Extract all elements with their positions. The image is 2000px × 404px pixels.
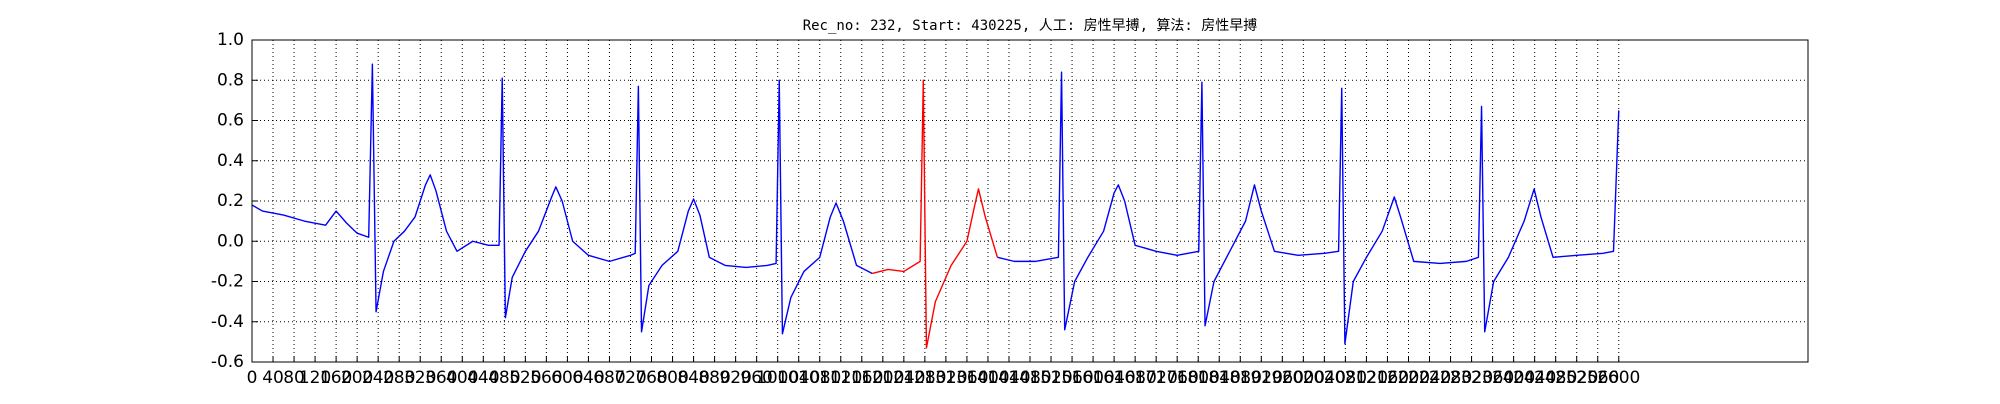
x-tick-label: 1880 — [1219, 368, 1262, 388]
y-tick-label: -0.4 — [211, 312, 244, 332]
x-tick-label: 1280 — [903, 368, 946, 388]
x-tick-label: 2120 — [1345, 368, 1388, 388]
x-tick-label: 1400 — [966, 368, 1009, 388]
x-tick-label: 1640 — [1092, 368, 1135, 388]
y-tick-label: 0.6 — [217, 111, 244, 131]
x-tick-label: 680 — [593, 368, 625, 388]
x-tick-label: 1000 — [756, 368, 799, 388]
x-tick-label: 600 — [551, 368, 583, 388]
x-tick-label: 2400 — [1492, 368, 1535, 388]
x-tick-label: 880 — [698, 368, 730, 388]
x-tick-label: 640 — [572, 368, 604, 388]
x-tick-label: 1920 — [1240, 368, 1283, 388]
x-tick-label: 2560 — [1576, 368, 1619, 388]
y-tick-label: 0.4 — [217, 151, 244, 171]
x-tick-label: 1960 — [1261, 368, 1304, 388]
x-tick-label: 1760 — [1156, 368, 1199, 388]
x-tick-label: 160 — [320, 368, 352, 388]
y-tick-label: -0.2 — [211, 272, 244, 292]
x-tick-label: 760 — [635, 368, 667, 388]
y-tick-label: 0.8 — [217, 70, 244, 90]
ecg-line — [251, 63, 1620, 345]
y-tick-label: -0.6 — [211, 352, 244, 372]
x-tick-label: 1360 — [945, 368, 988, 388]
x-tick-label: 440 — [467, 368, 499, 388]
x-tick-label: 800 — [656, 368, 688, 388]
x-tick-label: 1520 — [1029, 368, 1072, 388]
x-tick-label: 200 — [341, 368, 373, 388]
x-tick-label: 40 — [262, 368, 284, 388]
x-tick-label: 280 — [383, 368, 415, 388]
x-tick-label: 2520 — [1555, 368, 1598, 388]
x-tick-label: 1160 — [840, 368, 883, 388]
x-tick-label: 2600 — [1597, 368, 1640, 388]
x-tick-label: 1240 — [882, 368, 925, 388]
x-tick-label: 2360 — [1471, 368, 1514, 388]
x-tick-label: 720 — [614, 368, 646, 388]
x-tick-label: 1800 — [1177, 368, 1220, 388]
y-tick-label: 0.2 — [217, 191, 244, 211]
x-tick-label: 920 — [719, 368, 751, 388]
x-tick-label: 2320 — [1450, 368, 1493, 388]
chart-title: Rec_no: 232, Start: 430225, 人工: 房性早搏, 算法… — [803, 17, 1258, 34]
x-tick-label: 2160 — [1366, 368, 1409, 388]
x-tick-label: 1080 — [798, 368, 841, 388]
x-tick-label: 1120 — [819, 368, 862, 388]
ecg-line — [872, 79, 999, 349]
x-tick-label: 2080 — [1324, 368, 1367, 388]
x-tick-label: 560 — [530, 368, 562, 388]
x-tick-label: 1200 — [861, 368, 904, 388]
x-tick-label: 1720 — [1135, 368, 1178, 388]
x-tick-label: 960 — [740, 368, 772, 388]
x-tick-label: 2480 — [1534, 368, 1577, 388]
x-tick-label: 2440 — [1513, 368, 1556, 388]
plot-frame — [251, 39, 1809, 363]
x-tick-label: 2240 — [1408, 368, 1451, 388]
x-tick-label: 840 — [677, 368, 709, 388]
x-tick-label: 1680 — [1114, 368, 1157, 388]
x-tick-label: 360 — [425, 368, 457, 388]
x-tick-label: 0 — [247, 368, 258, 388]
x-tick-label: 1320 — [924, 368, 967, 388]
x-tick-label: 1560 — [1050, 368, 1093, 388]
x-tick-label: 2280 — [1429, 368, 1472, 388]
x-tick-label: 1440 — [987, 368, 1030, 388]
x-tick-label: 400 — [446, 368, 478, 388]
x-tick-label: 1480 — [1008, 368, 1051, 388]
x-tick-label: 1840 — [1198, 368, 1241, 388]
x-tick-label: 120 — [299, 368, 331, 388]
x-tick-label: 1040 — [777, 368, 820, 388]
x-tick-label: 2040 — [1303, 368, 1346, 388]
x-tick-label: 2200 — [1387, 368, 1430, 388]
y-tick-label: 1.0 — [217, 30, 244, 50]
x-tick-label: 320 — [404, 368, 436, 388]
x-tick-label: 2000 — [1282, 368, 1325, 388]
x-tick-label: 520 — [509, 368, 541, 388]
y-tick-label: 0.0 — [217, 231, 244, 251]
x-tick-label: 480 — [488, 368, 520, 388]
x-tick-label: 1600 — [1071, 368, 1114, 388]
x-tick-label: 80 — [283, 368, 305, 388]
x-tick-label: 240 — [362, 368, 394, 388]
